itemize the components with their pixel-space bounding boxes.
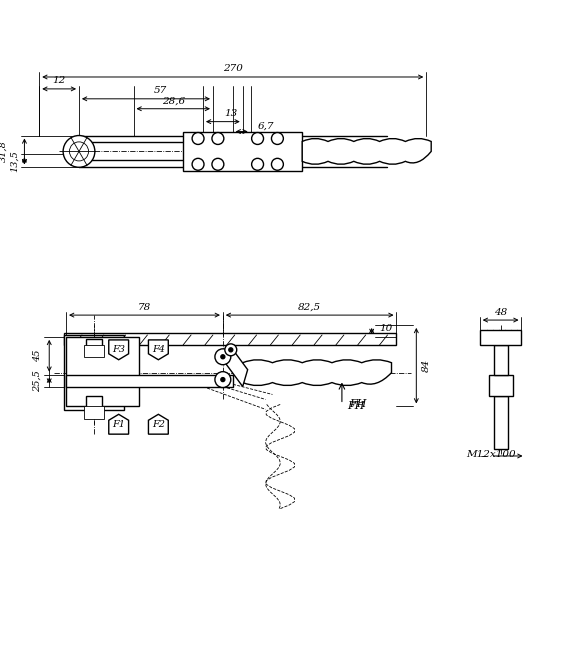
Text: 270: 270: [223, 64, 243, 73]
Bar: [64, 333, 396, 345]
Circle shape: [221, 377, 225, 382]
Text: FH: FH: [349, 400, 366, 409]
Text: 28,6: 28,6: [162, 96, 185, 105]
PathPatch shape: [243, 360, 392, 386]
Circle shape: [192, 159, 204, 170]
Circle shape: [215, 349, 231, 365]
Bar: [494, 345, 508, 375]
Circle shape: [63, 136, 95, 167]
Polygon shape: [223, 347, 248, 386]
Text: 13,5: 13,5: [10, 150, 19, 172]
Text: F4: F4: [152, 345, 165, 354]
Bar: [183, 132, 302, 171]
Text: M12x100: M12x100: [466, 450, 516, 459]
Circle shape: [229, 348, 233, 352]
Bar: [494, 396, 508, 449]
Bar: [480, 330, 521, 345]
Text: 57: 57: [154, 86, 168, 96]
Text: 25,5: 25,5: [33, 369, 42, 392]
Bar: [66, 337, 139, 406]
Circle shape: [271, 132, 283, 145]
FancyBboxPatch shape: [84, 406, 104, 419]
Text: 82,5: 82,5: [298, 303, 321, 312]
Circle shape: [221, 355, 225, 359]
Circle shape: [69, 142, 88, 161]
Text: 78: 78: [138, 303, 151, 312]
Circle shape: [225, 344, 237, 356]
FancyBboxPatch shape: [64, 335, 124, 409]
Text: F1: F1: [112, 420, 125, 429]
Circle shape: [212, 159, 224, 170]
Text: 13: 13: [224, 109, 237, 118]
Circle shape: [192, 132, 204, 145]
PathPatch shape: [302, 138, 431, 164]
Bar: [86, 396, 102, 413]
Text: 12: 12: [52, 77, 66, 85]
Polygon shape: [109, 340, 129, 360]
Bar: [86, 339, 102, 355]
Text: 45: 45: [33, 350, 42, 362]
Text: 6,7: 6,7: [257, 122, 274, 131]
Bar: [66, 375, 233, 386]
Polygon shape: [148, 340, 168, 360]
Circle shape: [251, 132, 264, 145]
Circle shape: [251, 159, 264, 170]
FancyBboxPatch shape: [84, 345, 104, 357]
Text: FH: FH: [347, 402, 364, 411]
Text: 10: 10: [379, 324, 392, 333]
Text: 31,8: 31,8: [0, 140, 7, 162]
Circle shape: [212, 132, 224, 145]
Polygon shape: [109, 415, 129, 434]
Text: F2: F2: [152, 420, 165, 429]
Circle shape: [271, 159, 283, 170]
Bar: [489, 375, 513, 396]
Polygon shape: [148, 415, 168, 434]
Circle shape: [215, 371, 231, 388]
Text: 84: 84: [422, 359, 431, 372]
Text: F3: F3: [112, 345, 125, 354]
Text: 48: 48: [494, 308, 508, 316]
